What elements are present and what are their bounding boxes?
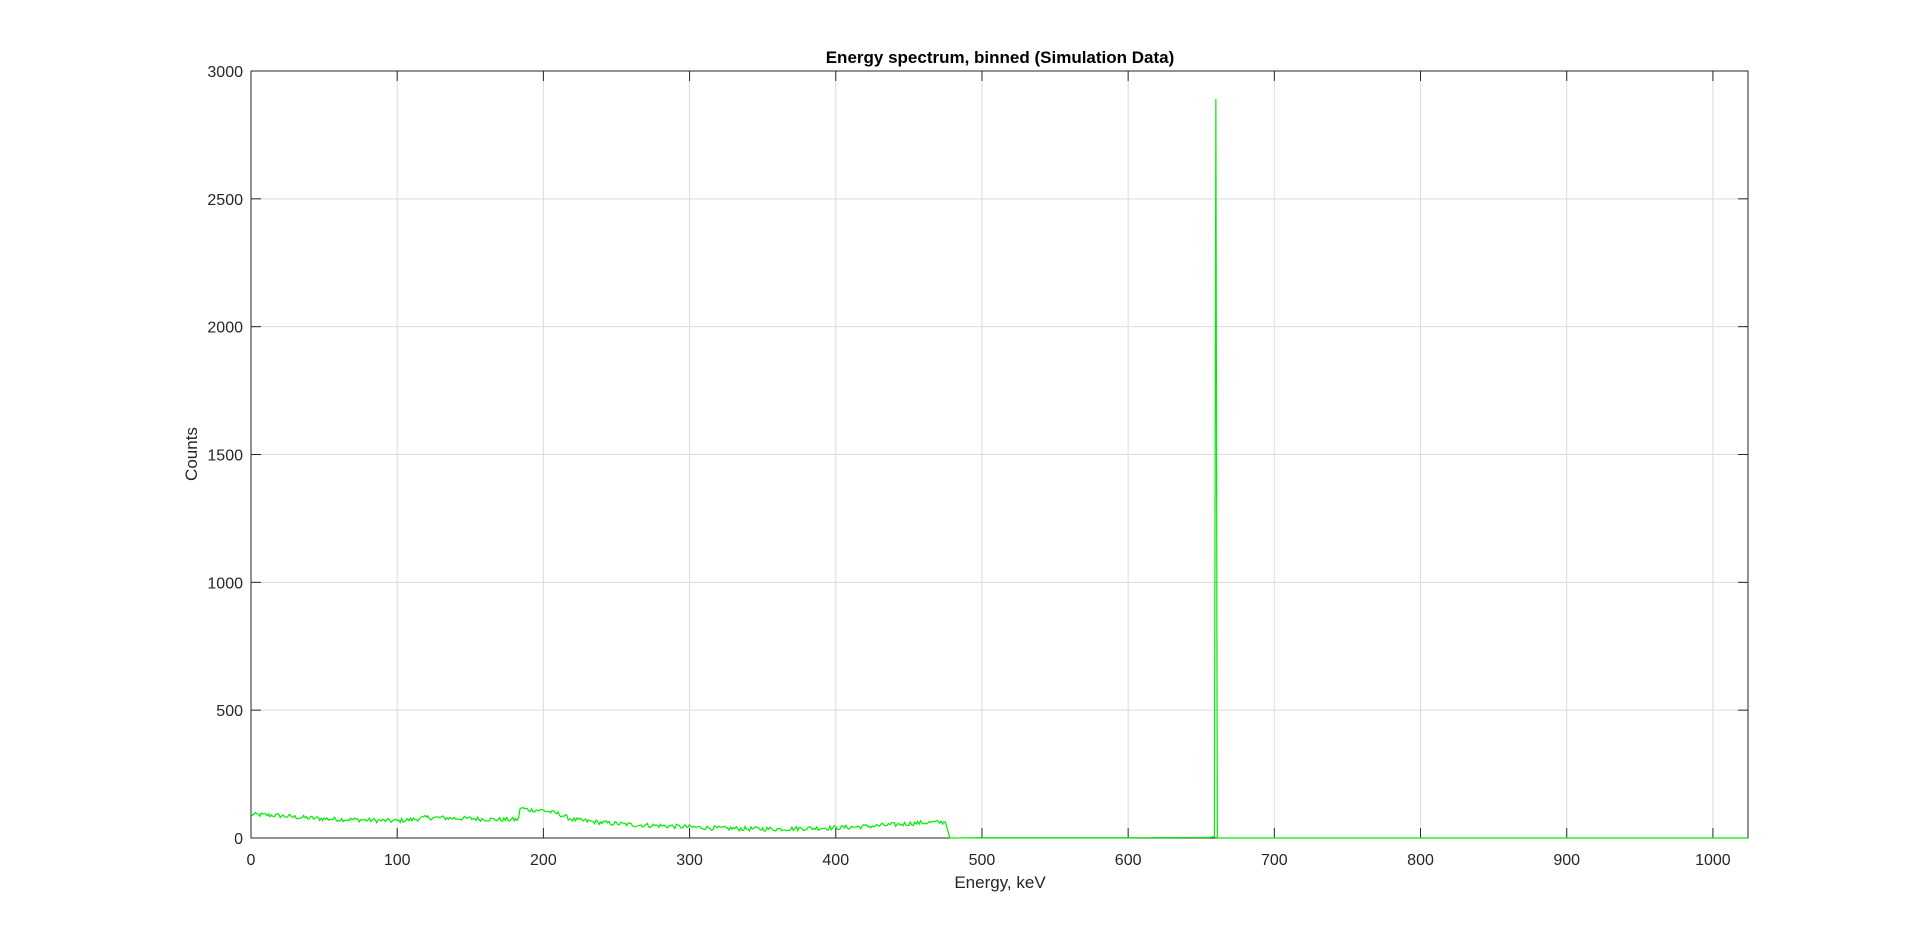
x-tick-label: 800 — [1407, 852, 1434, 869]
tick-layer: 0 100 200 300 400 500 600 700 800 900 1000 0 500 1000… — [207, 64, 1748, 869]
grid-layer — [251, 71, 1748, 838]
x-tick-label: 100 — [384, 852, 411, 869]
x-tick-label: 600 — [1115, 852, 1142, 869]
y-tick-label: 2500 — [207, 192, 243, 209]
y-tick-label: 1500 — [207, 448, 243, 465]
y-axis-label: Counts — [182, 427, 201, 481]
x-tick-label: 200 — [530, 852, 557, 869]
y-tick-label: 0 — [234, 831, 243, 848]
x-tick-label: 900 — [1553, 852, 1580, 869]
x-tick-label: 1000 — [1695, 852, 1731, 869]
x-tick-label: 500 — [969, 852, 996, 869]
y-tick-label: 3000 — [207, 64, 243, 81]
x-tick-label: 300 — [676, 852, 703, 869]
series-layer — [250, 99, 1748, 839]
spectrum-series-line — [250, 99, 1748, 839]
y-tick-label: 1000 — [207, 575, 243, 592]
x-tick-label: 0 — [247, 852, 256, 869]
x-axis-label: Energy, keV — [954, 873, 1046, 892]
x-tick-label: 700 — [1261, 852, 1288, 869]
x-tick-label: 400 — [822, 852, 849, 869]
chart-title: Energy spectrum, binned (Simulation Data… — [826, 48, 1175, 67]
y-tick-label: 500 — [216, 703, 243, 720]
y-tick-label: 2000 — [207, 320, 243, 337]
